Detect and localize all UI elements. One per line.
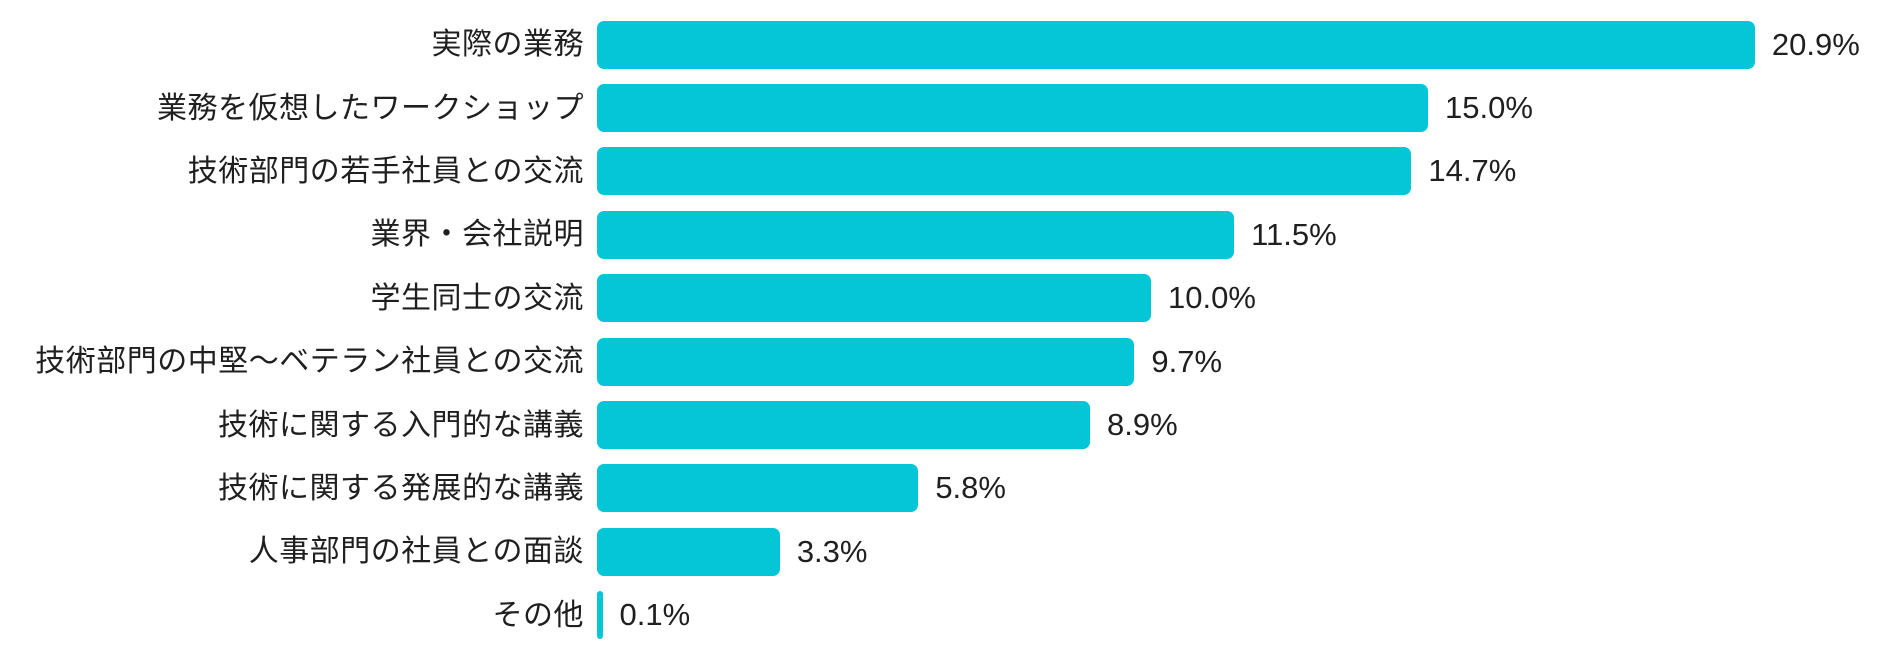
chart-row: 技術に関する発展的な講義 5.8% [0,457,1893,520]
chart-row: 学生同士の交流 10.0% [0,267,1893,330]
bar-track: 0.1% [597,584,1893,647]
category-label: 人事部門の社員との面談 [248,535,584,569]
bar [597,591,603,640]
bar-track: 9.7% [597,330,1893,393]
bar-track: 8.9% [597,393,1893,456]
chart-row: 技術部門の中堅〜ベテラン社員との交流 9.7% [0,330,1893,393]
category-label: 実際の業務 [431,28,584,62]
category-label: 技術に関する入門的な講義 [218,408,584,442]
category-label: 技術に関する発展的な講義 [218,471,584,505]
value-label: 0.1% [619,597,691,633]
bar-track: 14.7% [597,140,1893,203]
value-label: 3.3% [796,533,868,569]
bar [597,527,780,576]
category-label: 業界・会社説明 [370,218,584,252]
value-label: 5.8% [935,470,1006,506]
bar [597,274,1151,323]
chart-row: 業務を仮想したワークショップ 15.0% [0,76,1893,139]
chart-row: 実際の業務 20.9% [0,13,1893,76]
bar-track: 20.9% [597,13,1893,76]
bar-track: 3.3% [597,520,1893,583]
chart-row: 技術部門の若手社員との交流 14.7% [0,140,1893,203]
bar-track: 5.8% [597,457,1893,520]
category-label: その他 [492,598,584,632]
chart-row: 人事部門の社員との面談 3.3% [0,520,1893,583]
category-label: 学生同士の交流 [370,281,584,315]
bar [597,20,1755,69]
value-label: 11.5% [1251,216,1337,252]
category-label: 技術部門の若手社員との交流 [187,154,584,188]
bar [597,337,1135,386]
chart-row: 業界・会社説明 11.5% [0,203,1893,266]
value-label: 20.9% [1771,26,1860,62]
bar [597,147,1412,196]
category-label: 業務を仮想したワークショップ [157,91,584,125]
category-label: 技術部門の中堅〜ベテラン社員との交流 [35,345,584,379]
bar-track: 11.5% [597,203,1893,266]
bar [597,464,919,513]
bar [597,84,1428,133]
value-label: 8.9% [1107,407,1178,443]
value-label: 15.0% [1445,90,1533,126]
bar-track: 10.0% [597,267,1893,330]
bar-track: 15.0% [597,76,1893,139]
chart-row: その他 0.1% [0,584,1893,647]
chart-row: 技術に関する入門的な講義 8.9% [0,393,1893,456]
value-label: 10.0% [1168,280,1256,316]
bar [597,210,1235,259]
value-label: 14.7% [1428,153,1517,189]
bar [597,401,1091,450]
value-label: 9.7% [1151,343,1223,379]
